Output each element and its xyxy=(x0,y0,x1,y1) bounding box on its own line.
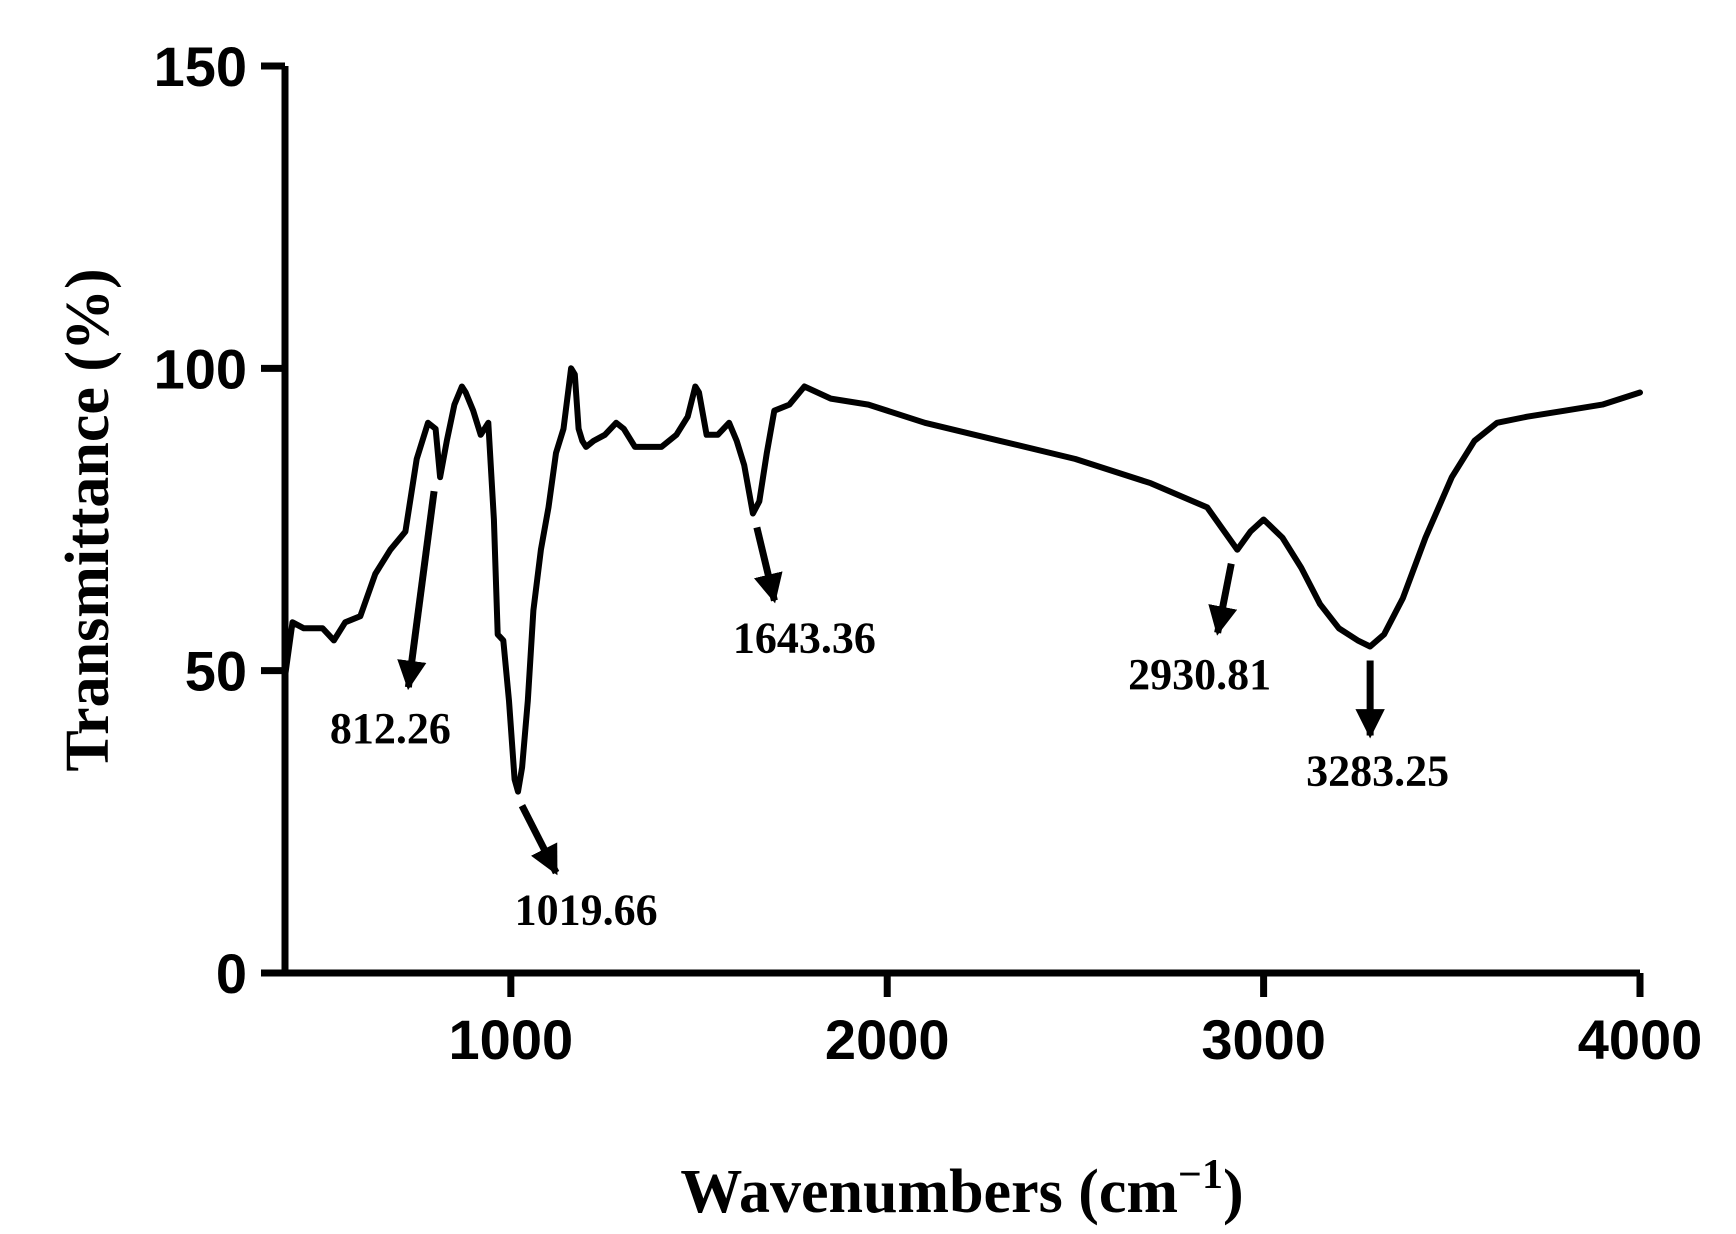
peak-arrow xyxy=(397,490,438,691)
x-axis-title: Wavenumbers (cm−1) xyxy=(680,1152,1243,1226)
peak-label: 1643.36 xyxy=(733,614,876,663)
x-tick-label: 4000 xyxy=(1578,1008,1703,1071)
x-tick-label: 1000 xyxy=(449,1008,574,1071)
peak-arrow xyxy=(518,804,560,876)
y-tick-label: 50 xyxy=(185,640,247,703)
y-tick-label: 0 xyxy=(216,942,247,1005)
y-tick-label: 100 xyxy=(154,337,247,400)
transmittance-line xyxy=(282,365,1643,795)
y-ticks: 0 50 100 150 xyxy=(154,35,285,1005)
x-axis-title-superscript: −1 xyxy=(1178,1152,1223,1198)
peak-label: 3283.25 xyxy=(1306,747,1449,796)
peak-arrow xyxy=(1208,563,1238,636)
y-tick-label: 150 xyxy=(154,35,247,98)
peak-label: 812.26 xyxy=(330,704,451,753)
x-tick-label: 2000 xyxy=(825,1008,950,1071)
axes xyxy=(281,66,1640,977)
peak-annotations: 812.26 1019.66 1643.36 2930.81 3283.25 xyxy=(330,490,1449,935)
x-ticks: 1000 2000 3000 4000 xyxy=(449,973,1703,1071)
x-tick-label: 3000 xyxy=(1201,1008,1326,1071)
y-axis-title: Transmittance (%) xyxy=(54,268,122,771)
peak-label: 2930.81 xyxy=(1128,650,1271,699)
peak-arrow xyxy=(753,526,783,604)
peak-label: 1019.66 xyxy=(515,886,658,935)
